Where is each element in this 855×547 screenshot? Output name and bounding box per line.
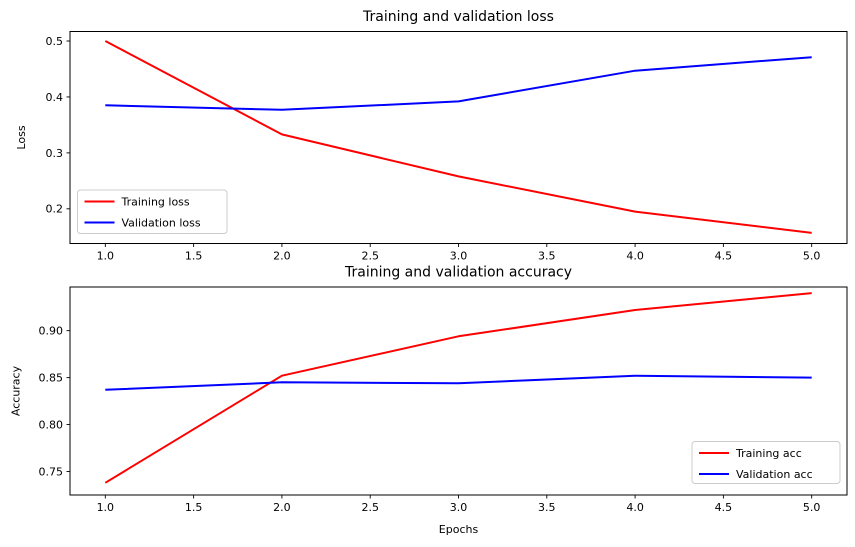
x-tick-label: 3.0 [450, 250, 468, 263]
x-tick-label: 4.5 [715, 501, 733, 514]
x-tick-label: 4.0 [626, 501, 644, 514]
x-tick-label: 2.5 [361, 501, 379, 514]
validation-loss-line [105, 56, 812, 111]
legend-label: Training acc [735, 447, 802, 460]
legend: Training loss Validation loss [77, 189, 228, 234]
legend: Training acc Validation acc [691, 441, 841, 484]
chart-title: Training and validation loss [362, 9, 554, 25]
x-tick-label: 3.5 [538, 250, 556, 263]
training-loss-line [104, 40, 812, 234]
y-tick-label: 0.80 [39, 418, 64, 431]
x-tick-label: 5.0 [803, 250, 821, 263]
y-tick-label: 0.2 [46, 203, 64, 216]
accuracy-chart-subplot: 1.0 1.5 2.0 2.5 3.0 3.5 4.0 4.5 5.0 0.75 0.80 0.85 0… [10, 265, 848, 536]
chart-title: Training and validation accuracy [344, 265, 572, 281]
y-axis-label: Loss [15, 125, 28, 149]
axes-border [69, 286, 848, 496]
loss-chart-subplot: 1.0 1.5 2.0 2.5 3.0 3.5 4.0 4.5 5.0 0.2 0.3 0.4 0.5 T… [15, 9, 848, 263]
legend-box [77, 189, 228, 234]
y-tick-label: 0.4 [46, 91, 64, 104]
y-tick-label: 0.5 [46, 35, 64, 48]
x-tick-label: 2.5 [361, 250, 379, 263]
legend-label: Validation acc [736, 468, 813, 481]
validation-acc-line [105, 374, 812, 391]
legend-label: Validation loss [122, 217, 201, 230]
x-tick-label: 2.0 [273, 250, 291, 263]
x-tick-label: 3.0 [450, 501, 468, 514]
x-tick-label: 1.0 [97, 250, 115, 263]
axes-border [69, 31, 848, 244]
x-tick-label: 1.5 [185, 501, 203, 514]
y-axis-label: Accuracy [10, 365, 23, 416]
x-tick-label: 5.0 [803, 501, 821, 514]
x-tick-label: 3.5 [538, 501, 556, 514]
legend-label: Training loss [121, 196, 190, 209]
training-acc-line [104, 292, 812, 484]
y-tick-label: 0.85 [39, 372, 64, 385]
x-tick-label: 4.0 [626, 250, 644, 263]
y-tick-label: 0.75 [39, 465, 64, 478]
x-tick-label: 1.5 [185, 250, 203, 263]
x-tick-label: 1.0 [97, 501, 115, 514]
x-axis-label: Epochs [439, 523, 479, 536]
x-tick-label: 4.5 [715, 250, 733, 263]
x-tick-label: 2.0 [273, 501, 291, 514]
y-tick-label: 0.3 [46, 147, 64, 160]
y-tick-label: 0.90 [39, 325, 64, 338]
